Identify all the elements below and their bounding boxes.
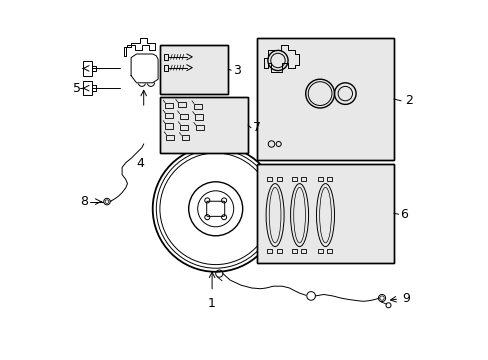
Bar — [326, 177, 332, 181]
Bar — [180, 125, 188, 130]
Polygon shape — [131, 54, 158, 83]
FancyBboxPatch shape — [206, 201, 224, 216]
Bar — [276, 177, 282, 181]
Bar — [165, 113, 173, 118]
Bar — [160, 97, 247, 153]
Bar — [266, 177, 272, 181]
Bar — [257, 38, 393, 160]
Bar — [179, 114, 187, 119]
Bar — [276, 249, 282, 253]
Bar — [165, 103, 173, 108]
Text: 9: 9 — [401, 292, 409, 305]
Text: 6: 6 — [400, 208, 407, 221]
Text: 8: 8 — [80, 195, 88, 208]
Text: 3: 3 — [232, 64, 241, 77]
Bar — [194, 104, 202, 109]
Text: 2: 2 — [404, 94, 412, 107]
Bar — [160, 97, 247, 153]
Bar — [257, 38, 393, 160]
Bar — [301, 249, 306, 253]
Bar — [166, 135, 174, 140]
Bar — [165, 123, 173, 129]
Bar — [82, 61, 91, 76]
Bar — [178, 102, 185, 107]
Bar — [163, 54, 168, 60]
Bar — [160, 45, 228, 94]
Bar — [196, 125, 203, 130]
Bar — [326, 249, 332, 253]
Bar — [163, 65, 168, 71]
Bar — [317, 177, 322, 181]
Bar — [291, 249, 296, 253]
Bar — [91, 85, 96, 91]
Bar — [181, 135, 189, 140]
Bar — [257, 164, 393, 263]
Bar — [301, 177, 306, 181]
Text: 1: 1 — [208, 297, 216, 310]
Text: 5: 5 — [73, 82, 81, 95]
Bar — [194, 114, 203, 120]
Bar — [317, 249, 322, 253]
Bar — [134, 58, 155, 79]
Bar — [257, 164, 393, 263]
Text: 4: 4 — [136, 157, 144, 170]
Text: 7: 7 — [252, 121, 260, 134]
Bar — [291, 177, 296, 181]
Bar — [266, 249, 272, 253]
Bar — [160, 45, 228, 94]
Bar — [91, 66, 96, 71]
Bar — [82, 81, 91, 95]
